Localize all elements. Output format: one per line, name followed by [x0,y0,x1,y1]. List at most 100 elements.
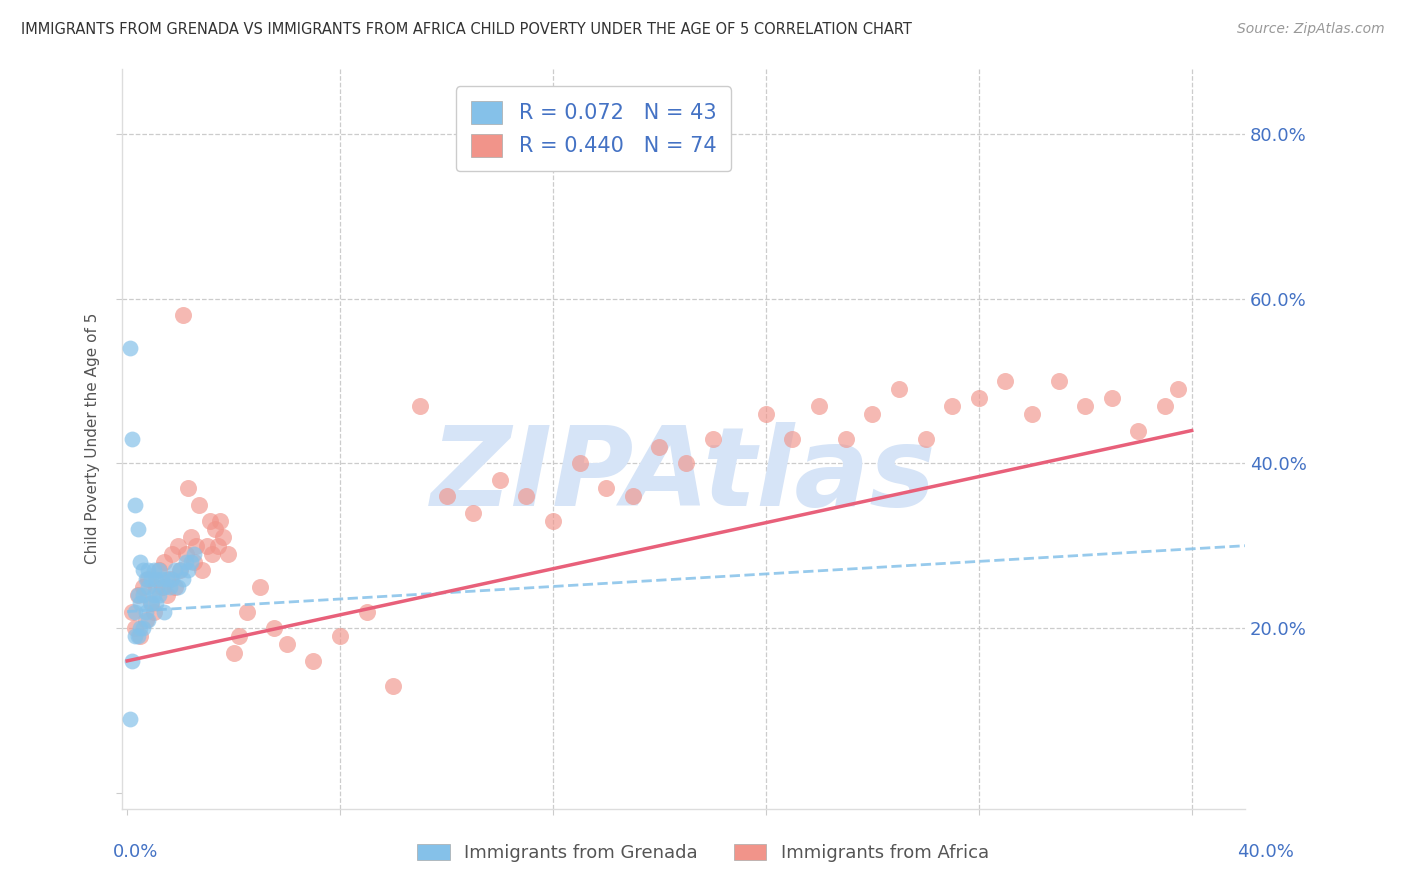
Point [166,580,188,594]
Point [329,629,352,643]
Point [139,572,162,586]
Point [1021,407,1043,421]
Point [782,432,804,446]
Point [207,539,229,553]
Point [541,514,564,528]
Point [180,555,202,569]
Point [595,481,617,495]
Point [515,489,537,503]
Point [755,407,778,421]
Point [222,646,245,660]
Point [436,489,458,503]
Point [139,596,162,610]
Point [162,572,184,586]
Point [124,498,146,512]
Point [382,679,405,693]
Point [228,629,250,643]
Point [967,391,990,405]
Point [204,522,226,536]
Text: IMMIGRANTS FROM GRENADA VS IMMIGRANTS FROM AFRICA CHILD POVERTY UNDER THE AGE OF: IMMIGRANTS FROM GRENADA VS IMMIGRANTS FR… [21,22,912,37]
Point [180,531,202,545]
Point [860,407,883,421]
Point [212,531,235,545]
Text: ZIPAtlas: ZIPAtlas [430,422,936,529]
Y-axis label: Child Poverty Under the Age of 5: Child Poverty Under the Age of 5 [86,313,100,565]
Point [153,580,176,594]
Point [217,547,239,561]
Point [135,613,157,627]
Point [153,605,176,619]
Point [153,555,176,569]
Point [1047,374,1070,388]
Point [172,572,194,586]
Point [941,399,963,413]
Point [648,440,671,454]
Point [121,605,143,619]
Point [675,457,697,471]
Point [156,572,179,586]
Point [195,539,218,553]
Text: Source: ZipAtlas.com: Source: ZipAtlas.com [1237,22,1385,37]
Point [994,374,1017,388]
Point [174,555,197,569]
Point [124,629,146,643]
Point [249,580,271,594]
Point [138,580,160,594]
Point [188,498,211,512]
Point [127,522,149,536]
Point [165,563,187,577]
Point [159,572,181,586]
Point [156,588,179,602]
Point [135,605,157,619]
Point [127,588,149,602]
Point [177,481,200,495]
Point [263,621,285,635]
Point [145,572,167,586]
Point [887,383,910,397]
Point [177,563,200,577]
Point [124,605,146,619]
Point [172,309,194,323]
Point [142,563,165,577]
Point [129,596,152,610]
Point [148,588,170,602]
Point [129,555,152,569]
Point [183,547,205,561]
Point [1128,424,1150,438]
Point [148,563,170,577]
Point [409,399,432,413]
Point [135,572,157,586]
Point [914,432,936,446]
Point [127,588,149,602]
Point [165,580,187,594]
Point [183,555,205,569]
Point [162,547,184,561]
Point [132,563,155,577]
Point [276,637,298,651]
Point [142,588,165,602]
Legend: R = 0.072   N = 43, R = 0.440   N = 74: R = 0.072 N = 43, R = 0.440 N = 74 [456,87,731,171]
Point [150,580,173,594]
Point [302,654,325,668]
Point [118,341,141,355]
Point [1074,399,1097,413]
Point [132,580,155,594]
Point [169,563,191,577]
Point [198,514,221,528]
Point [129,621,152,635]
Point [190,563,212,577]
Point [129,629,152,643]
Point [145,580,167,594]
Point [166,539,188,553]
Point [568,457,591,471]
Point [150,572,173,586]
Point [118,711,141,725]
Point [209,514,232,528]
Point [138,572,160,586]
Point [121,432,143,446]
Point [139,596,162,610]
Point [121,654,143,668]
Point [356,605,378,619]
Point [127,629,149,643]
Point [124,621,146,635]
